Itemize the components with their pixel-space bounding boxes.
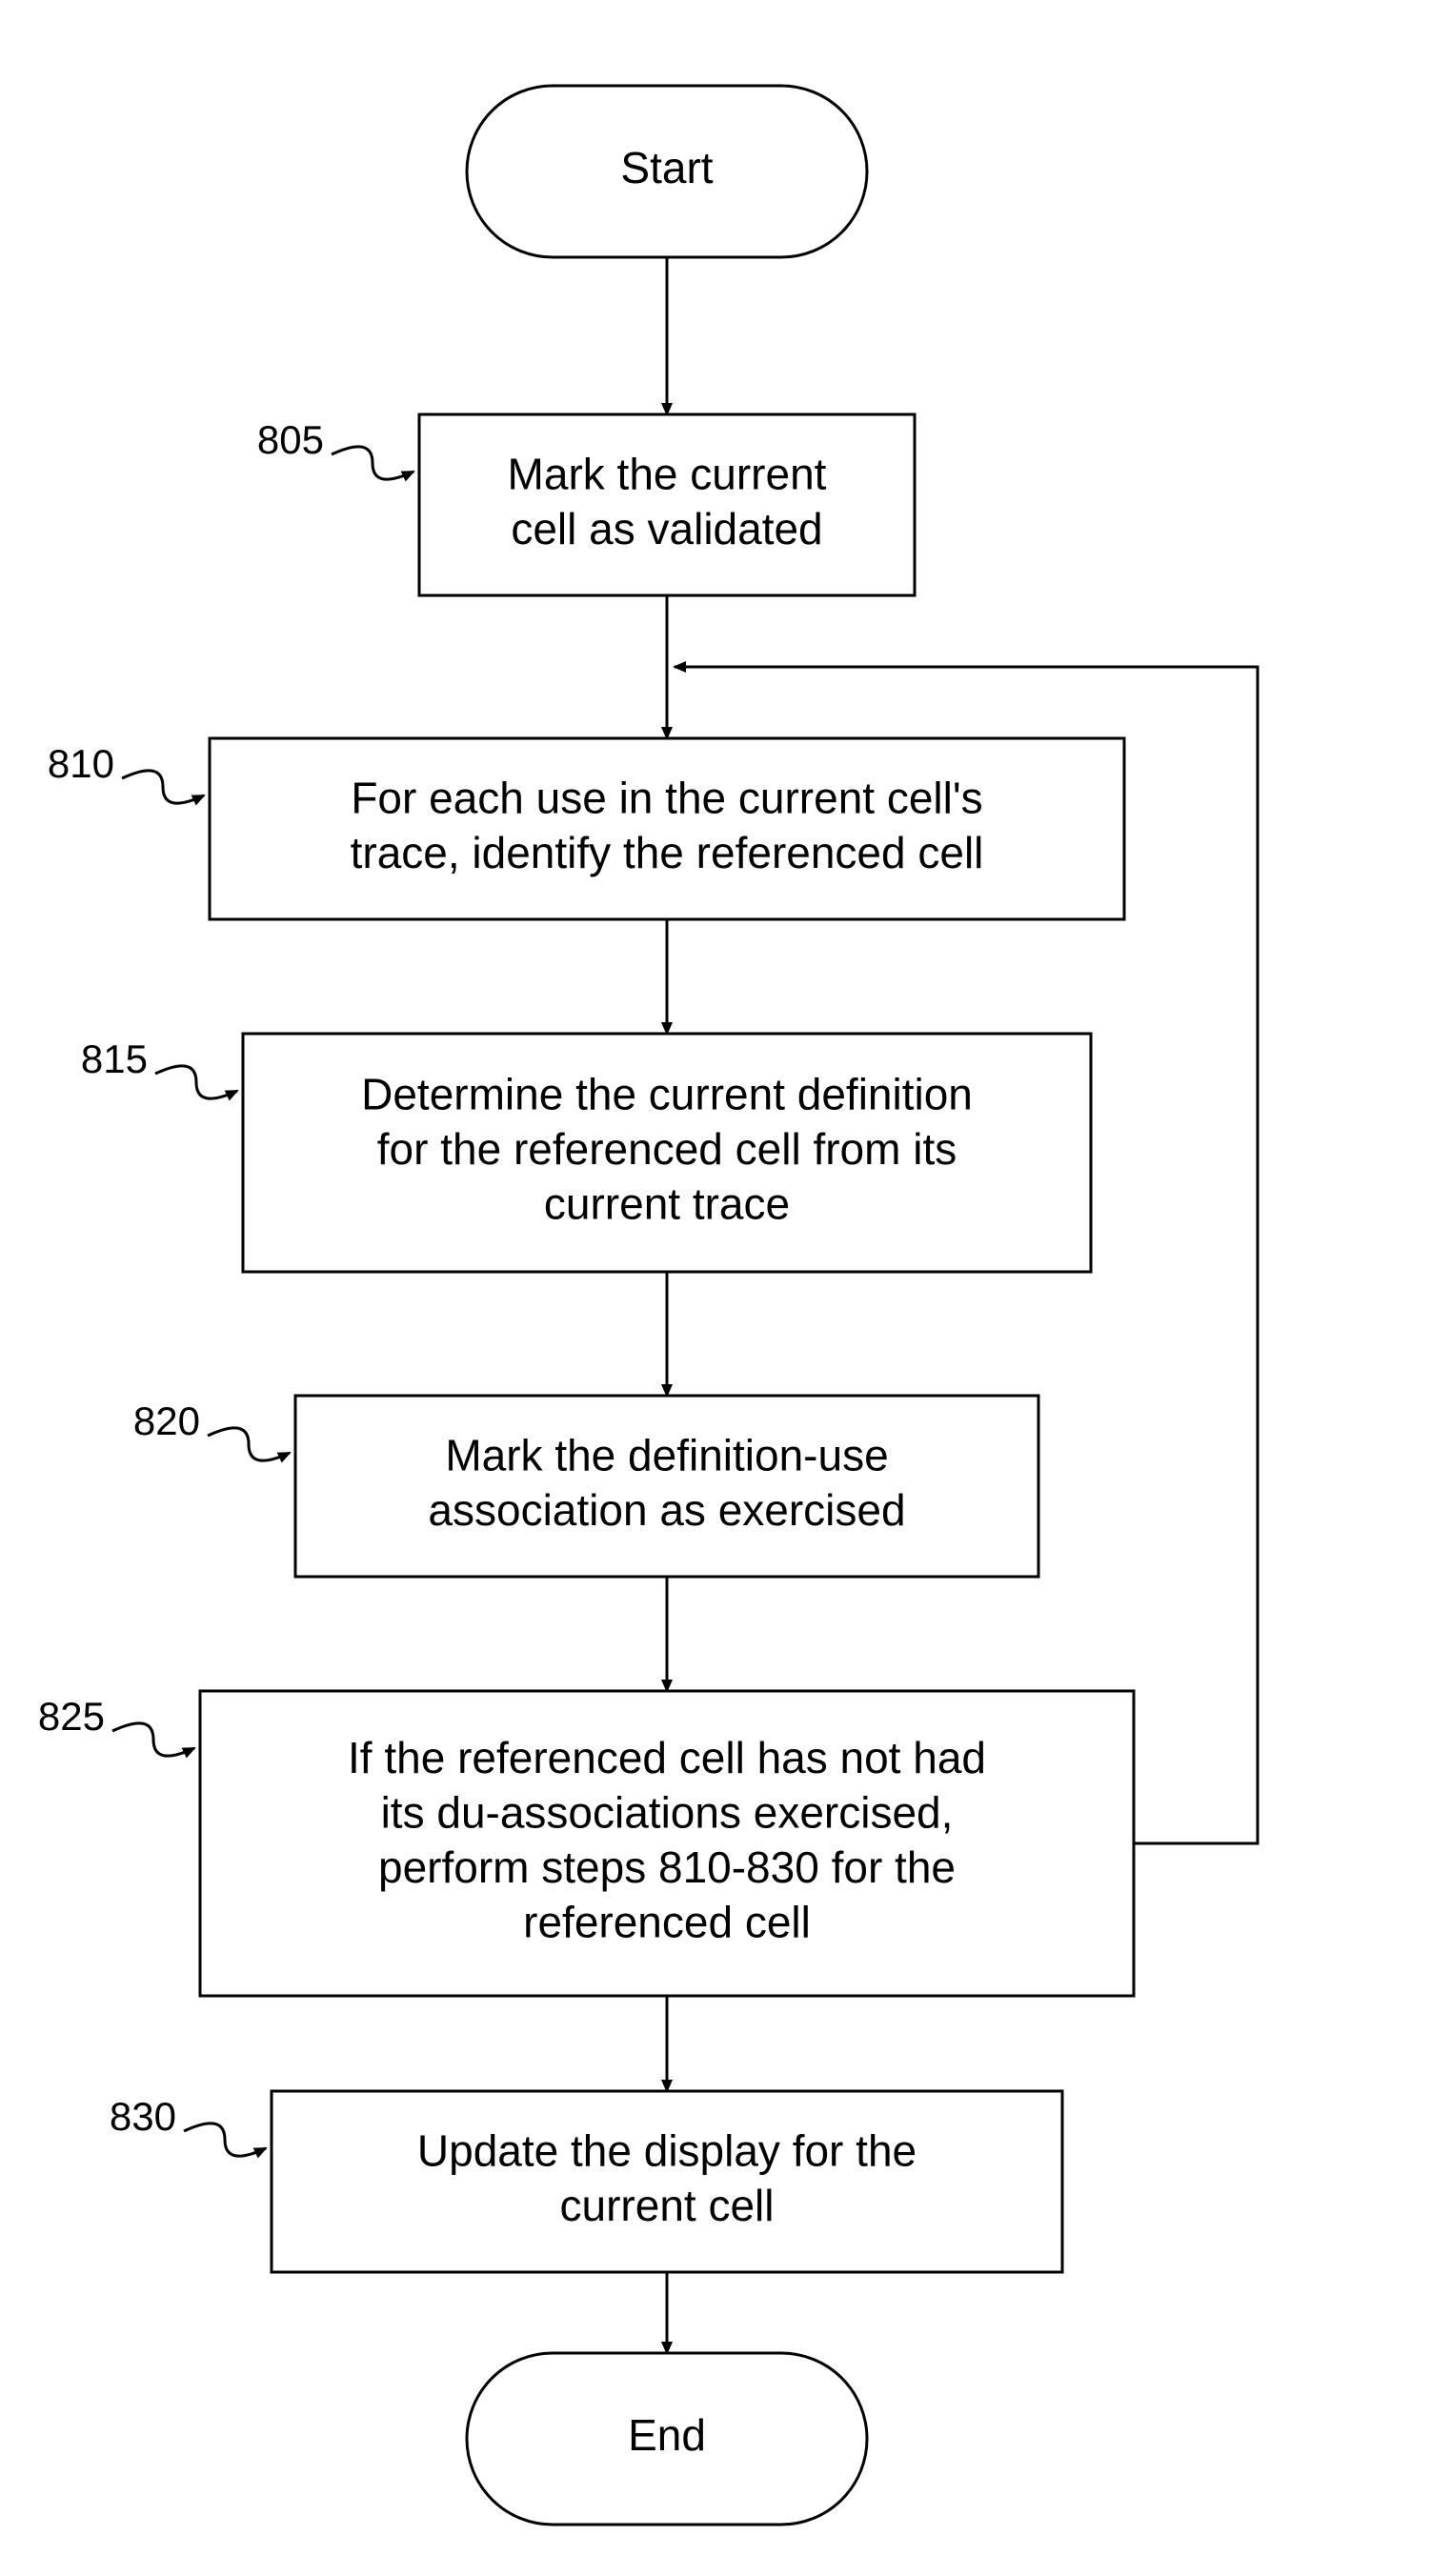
flow-node-n820: Mark the definition-use association as ex… [295, 1396, 1038, 1577]
node-label: For each use in the current cell's [351, 773, 982, 822]
node-label: perform steps 810-830 for the [378, 1842, 956, 1892]
ref-pointer [122, 771, 204, 803]
ref-pointer [332, 447, 413, 479]
flow-node-n810: For each use in the current cell's trace,… [210, 738, 1124, 919]
node-label: Mark the current [508, 449, 827, 498]
flow-node-n815: Determine the current definition for the … [243, 1034, 1091, 1272]
step-ref-825: 825 [38, 1694, 105, 1739]
flow-node-n825: If the referenced cell has not had its du… [200, 1691, 1134, 1996]
step-ref-810: 810 [48, 741, 114, 786]
ref-pointer [112, 1723, 194, 1756]
node-label: Start [620, 143, 713, 192]
ref-pointer [184, 2123, 266, 2156]
step-ref-830: 830 [110, 2094, 176, 2139]
node-label: current trace [544, 1179, 790, 1229]
flow-node-n805: Mark the current cell as validated [419, 414, 915, 595]
node-label: for the referenced cell from its [377, 1124, 957, 1174]
step-ref-805: 805 [257, 417, 324, 462]
node-label: End [628, 2410, 706, 2460]
node-label: association as exercised [428, 1485, 905, 1535]
node-label: referenced cell [523, 1897, 811, 1946]
node-label: cell as validated [511, 504, 822, 553]
node-label: its du-associations exercised, [381, 1787, 954, 1837]
node-label: current cell [560, 2181, 775, 2230]
ref-pointer [208, 1428, 290, 1460]
flow-node-start: Start [467, 86, 867, 257]
node-label: If the referenced cell has not had [348, 1733, 986, 1782]
node-label: Mark the definition-use [445, 1430, 888, 1479]
flowchart-diagram: Start Mark the current cell as validated Fo… [0, 0, 1451, 2576]
node-label: Determine the current definition [361, 1070, 973, 1119]
node-label: trace, identify the referenced cell [351, 828, 984, 877]
flow-node-end: End [467, 2353, 867, 2525]
flow-node-n830: Update the display for the current cell [272, 2091, 1062, 2272]
step-ref-815: 815 [81, 1036, 148, 1081]
node-label: Update the display for the [417, 2125, 917, 2175]
ref-pointer [155, 1066, 237, 1098]
step-ref-820: 820 [133, 1399, 200, 1443]
